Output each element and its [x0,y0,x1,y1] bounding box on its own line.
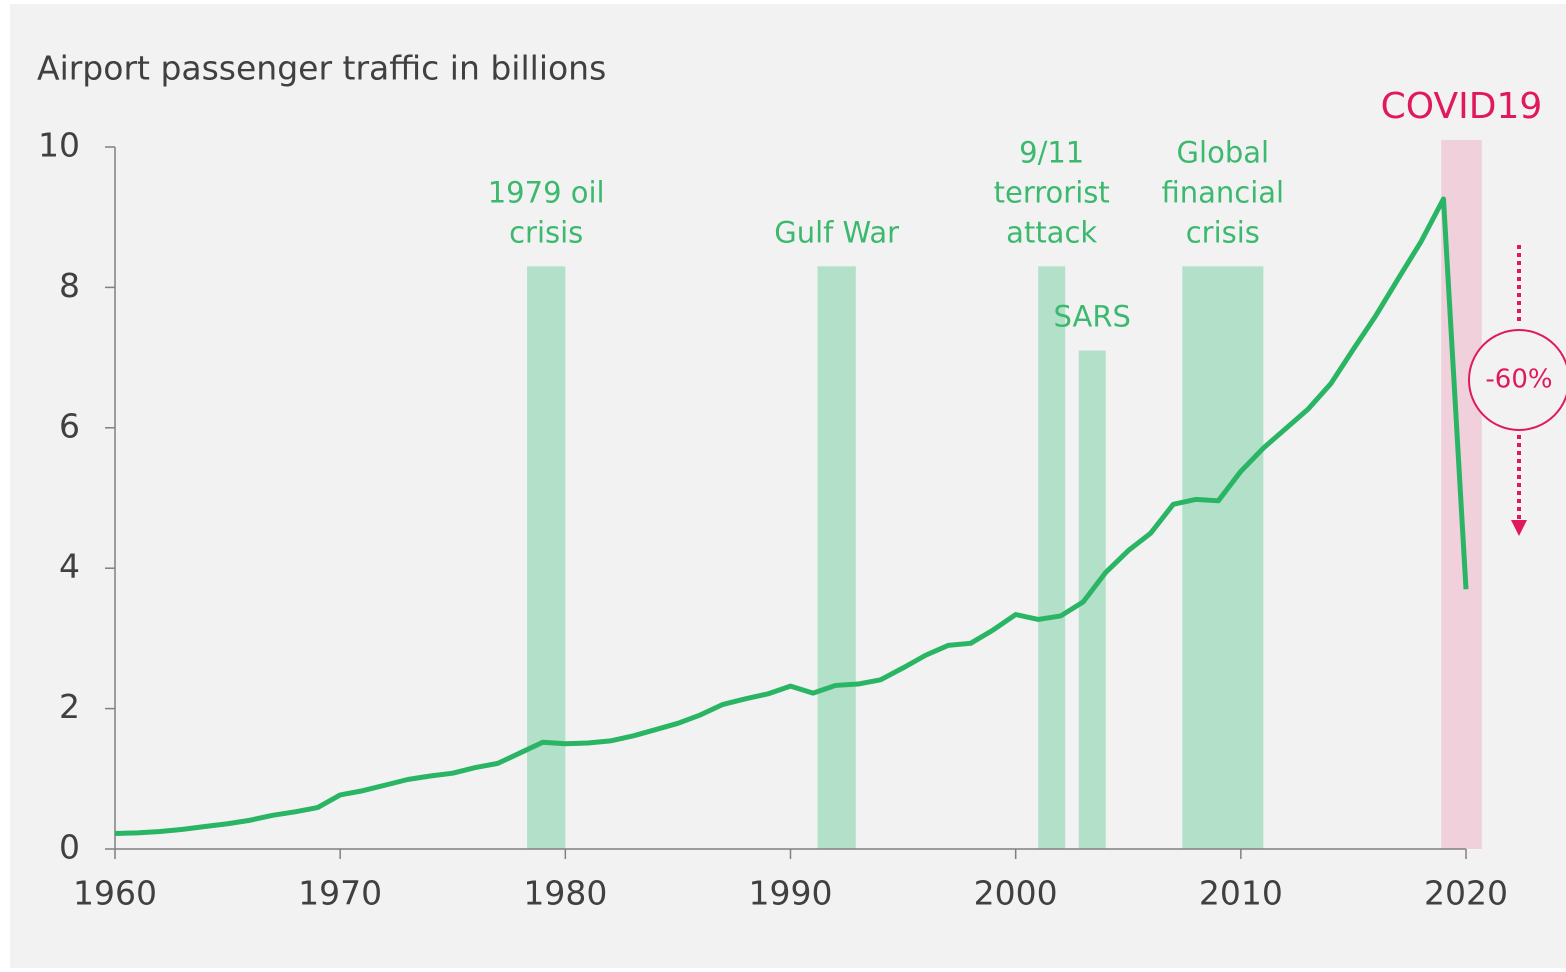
event-band [1182,266,1264,850]
x-tick-label: 1960 [73,874,157,913]
y-tick-label: 0 [59,828,80,867]
event-label: Global [1177,135,1270,169]
x-tick-label: 2020 [1424,874,1508,913]
event-label: crisis [509,215,583,249]
x-tick-label: 1990 [749,874,833,913]
event-band [527,266,566,850]
y-tick-label: 10 [38,126,80,165]
annotation-label: -60% [1485,365,1552,395]
data-line [114,196,1469,837]
panel [10,4,1566,968]
chart-title: Airport passenger traffic in billions [37,49,606,88]
y-tick-label: 2 [59,687,80,726]
y-tick-label: 4 [59,547,80,586]
event-label: terrorist [994,175,1110,209]
event-band [1038,266,1066,850]
event-label: 9/11 [1019,135,1084,169]
event-label: SARS [1054,300,1131,334]
y-tick-label: 6 [59,406,80,445]
event-label: financial [1161,175,1284,209]
annotation-circle [1468,329,1566,431]
event-label: 1979 oil [488,175,605,209]
x-tick-label: 1980 [523,874,607,913]
event-label: Gulf War [774,215,899,249]
y-tick-label: 8 [59,266,80,305]
x-tick-label: 2000 [974,874,1058,913]
event-band [817,266,856,850]
x-tick-label: 1970 [298,874,382,913]
arrow-head [1511,520,1527,536]
x-tick-label: 2010 [1199,874,1283,913]
event-label: crisis [1186,215,1260,249]
event-label: COVID19 [1381,86,1543,127]
event-label: attack [1006,215,1097,249]
